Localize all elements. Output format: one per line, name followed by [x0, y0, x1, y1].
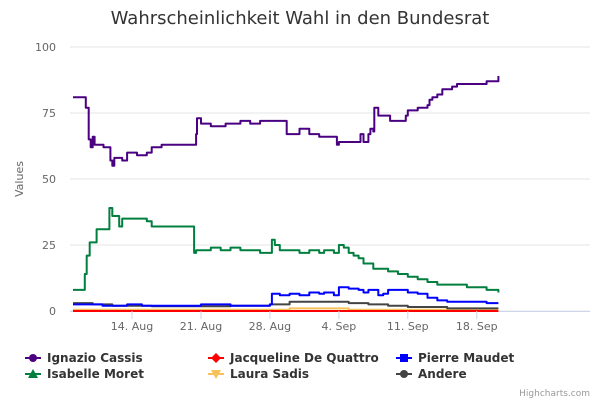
legend-marker-icon — [400, 370, 408, 378]
legend-label: Jacqueline De Quattro — [229, 351, 379, 365]
series-line-pierre-maudet[interactable] — [73, 286, 499, 307]
y-tick-label: 25 — [42, 239, 56, 252]
y-tick-label: 50 — [42, 173, 56, 186]
legend-item[interactable]: Jacqueline De Quattro — [208, 351, 379, 365]
x-tick-label: 14. Aug — [111, 320, 153, 333]
y-axis-title: Values — [13, 161, 26, 197]
legend-item[interactable]: Andere — [396, 367, 467, 381]
y-tick-label: 0 — [49, 305, 56, 318]
legend-item[interactable]: Ignazio Cassis — [25, 351, 143, 365]
x-tick-label: 21. Aug — [180, 320, 222, 333]
series-line-ignazio-cassis[interactable] — [73, 76, 500, 167]
legend-marker-icon — [400, 354, 408, 362]
x-tick-label: 11. Sep — [387, 320, 429, 333]
series-layer — [73, 76, 500, 312]
series-line-laura-sadis[interactable] — [73, 307, 499, 311]
legend-label: Andere — [418, 367, 467, 381]
grid — [70, 46, 590, 312]
x-tick-label: 28. Aug — [249, 320, 291, 333]
credits-link[interactable]: Highcharts.com — [519, 389, 590, 399]
legend: Ignazio Cassis Jacqueline De Quattro Pierr… — [25, 351, 515, 381]
legend-item[interactable]: Isabelle Moret — [25, 367, 144, 381]
legend-label: Laura Sadis — [230, 367, 309, 381]
legend-label: Pierre Maudet — [418, 351, 515, 365]
x-tick-label: 18. Sep — [456, 320, 498, 333]
legend-item[interactable]: Pierre Maudet — [396, 351, 515, 365]
x-tick-label: 4. Sep — [321, 320, 356, 333]
legend-marker-icon — [211, 370, 221, 379]
chart-title: Wahrscheinlichkeit Wahl in den Bundesrat — [111, 8, 490, 29]
y-tick-label: 100 — [35, 41, 56, 54]
legend-marker-icon — [29, 354, 37, 362]
y-axis: 0 25 50 75 100 — [35, 41, 56, 318]
legend-marker-icon — [211, 353, 221, 363]
legend-label: Isabelle Moret — [47, 367, 144, 381]
legend-label: Ignazio Cassis — [47, 351, 143, 365]
series-line-isabelle-moret[interactable] — [73, 207, 500, 293]
x-axis: 14. Aug 21. Aug 28. Aug 4. Sep 11. Sep 18. Se… — [111, 311, 498, 333]
y-tick-label: 75 — [42, 107, 56, 120]
legend-item[interactable]: Laura Sadis — [208, 367, 309, 381]
legend-marker-icon — [28, 369, 38, 378]
